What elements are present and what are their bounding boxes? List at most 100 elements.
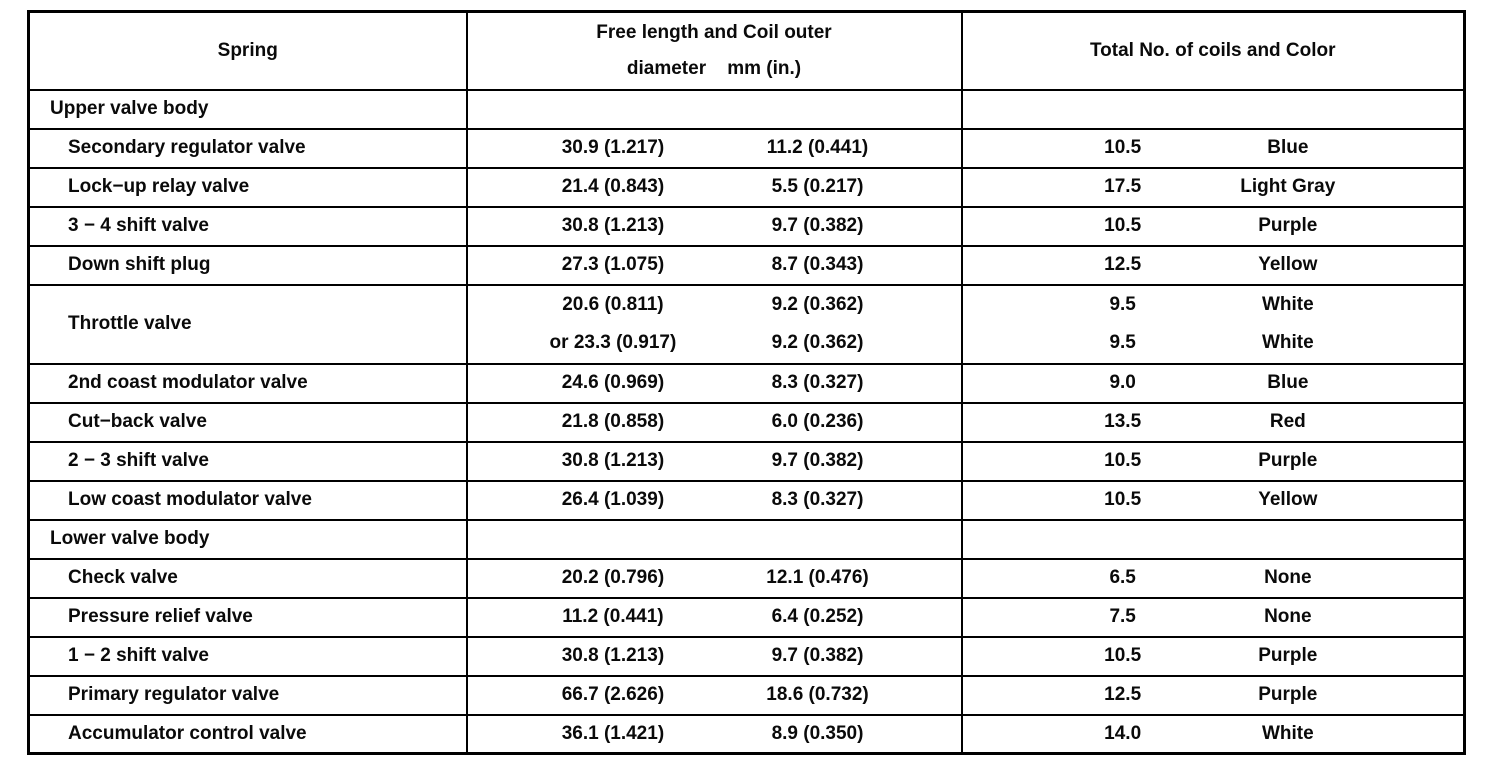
free-length-value: 24.6 (0.969) (561, 372, 665, 393)
coil-count-value: 12.5 (1104, 254, 1142, 275)
coil-color-value: None (1264, 606, 1312, 627)
coil-diameter-alt-value: 9.2 (0.362) (771, 332, 864, 354)
coil-diameter-value: 8.9 (0.350) (771, 722, 864, 744)
spring-name-cell: Cut−back valve (27, 401, 468, 443)
table-row: 2nd coast modulator valve 24.6 (0.969) 8… (27, 362, 1466, 404)
coil-color-value: Yellow (1258, 254, 1318, 275)
coils-color-cell: 10.5 Purple (960, 440, 1466, 482)
coils-color-cell: 10.5 Blue (960, 127, 1466, 169)
table-row: Down shift plug 27.3 (1.075) 8.7 (0.343)… (27, 244, 1466, 286)
coil-color-value: Blue (1267, 137, 1309, 158)
coils-color-cell: 17.5 Light Gray (960, 166, 1466, 208)
column-header-coils-color: Total No. of coils and Color (960, 10, 1466, 91)
dimensions-cell: 20.6 (0.811) 9.2 (0.362) or 23.3 (0.917)… (465, 283, 963, 365)
dimensions-cell: 26.4 (1.039) 8.3 (0.327) (465, 479, 963, 521)
free-length-value: 27.3 (1.075) (561, 254, 665, 275)
section-label: Lower valve body (27, 518, 468, 560)
spring-name-cell: Primary regulator valve (27, 674, 468, 716)
coil-diameter-value: 8.3 (0.327) (771, 372, 864, 393)
empty-cell (465, 88, 963, 130)
dimensions-cell: 30.8 (1.213) 9.7 (0.382) (465, 205, 963, 247)
free-length-value: 21.4 (0.843) (561, 176, 665, 197)
empty-cell (960, 88, 1466, 130)
coils-color-cell: 9.0 Blue (960, 362, 1466, 404)
coil-diameter-value: 12.1 (0.476) (766, 567, 869, 588)
coils-color-cell: 12.5 Purple (960, 674, 1466, 716)
coil-color-value: Light Gray (1240, 176, 1336, 197)
free-length-alt-value: or 23.3 (0.917) (549, 332, 677, 354)
table-row: 1 − 2 shift valve 30.8 (1.213) 9.7 (0.38… (27, 635, 1466, 677)
spring-name-cell: Pressure relief valve (27, 596, 468, 638)
free-length-value: 26.4 (1.039) (561, 489, 665, 510)
table-row: 3 − 4 shift valve 30.8 (1.213) 9.7 (0.38… (27, 205, 1466, 247)
spring-name-cell: Throttle valve (27, 283, 468, 365)
table-row: Pressure relief valve 11.2 (0.441) 6.4 (… (27, 596, 1466, 638)
coil-count-value: 12.5 (1104, 684, 1142, 705)
column-header-dimensions: Free length and Coil outer diameter mm (… (465, 10, 963, 91)
coil-diameter-value: 11.2 (0.441) (766, 137, 869, 158)
free-length-value: 20.6 (0.811) (562, 293, 664, 315)
coil-color-value: Purple (1258, 215, 1318, 236)
coils-color-cell: 9.5 White 9.5 White (960, 283, 1466, 365)
free-length-value: 20.2 (0.796) (561, 567, 665, 588)
dimensions-cell: 30.8 (1.213) 9.7 (0.382) (465, 440, 963, 482)
spring-name-cell: Down shift plug (27, 244, 468, 286)
table-row-throttle-valve: Throttle valve 20.6 (0.811) 9.2 (0.362) … (27, 283, 1466, 365)
table-row: Lock−up relay valve 21.4 (0.843) 5.5 (0.… (27, 166, 1466, 208)
coil-diameter-value: 9.7 (0.382) (771, 215, 864, 236)
table-row: 2 − 3 shift valve 30.8 (1.213) 9.7 (0.38… (27, 440, 1466, 482)
section-row-upper-valve-body: Upper valve body (27, 88, 1466, 130)
coils-color-cell: 6.5 None (960, 557, 1466, 599)
coil-count-value: 10.5 (1104, 137, 1142, 158)
coil-color-alt-value: White (1261, 332, 1314, 354)
dimensions-cell: 11.2 (0.441) 6.4 (0.252) (465, 596, 963, 638)
spring-name-cell: 1 − 2 shift valve (27, 635, 468, 677)
coils-color-cell: 12.5 Yellow (960, 244, 1466, 286)
spring-name-cell: Accumulator control valve (27, 713, 468, 755)
section-label: Upper valve body (27, 88, 468, 130)
coil-diameter-value: 9.7 (0.382) (771, 645, 864, 666)
dimensions-cell: 24.6 (0.969) 8.3 (0.327) (465, 362, 963, 404)
coil-diameter-value: 18.6 (0.732) (766, 684, 869, 705)
dimensions-cell: 36.1 (1.421) 8.9 (0.350) (465, 713, 963, 755)
coil-color-value: White (1261, 722, 1314, 744)
free-length-value: 11.2 (0.441) (562, 606, 664, 627)
coils-color-cell: 13.5 Red (960, 401, 1466, 443)
coil-color-value: Yellow (1258, 489, 1318, 510)
coil-count-value: 10.5 (1104, 489, 1142, 510)
spring-name-cell: 2nd coast modulator valve (27, 362, 468, 404)
header-row: Spring Free length and Coil outer diamet… (27, 10, 1466, 91)
coil-count-value: 14.0 (1104, 722, 1142, 744)
coil-count-value: 10.5 (1104, 450, 1142, 471)
coil-diameter-value: 8.3 (0.327) (771, 489, 864, 510)
dimensions-cell: 30.9 (1.217) 11.2 (0.441) (465, 127, 963, 169)
coils-color-cell: 7.5 None (960, 596, 1466, 638)
table-row: Cut−back valve 21.8 (0.858) 6.0 (0.236) … (27, 401, 1466, 443)
coils-color-cell: 14.0 White (960, 713, 1466, 755)
coils-color-cell: 10.5 Purple (960, 635, 1466, 677)
coil-diameter-value: 5.5 (0.217) (771, 176, 864, 197)
coil-count-value: 10.5 (1104, 215, 1142, 236)
coil-diameter-value: 9.7 (0.382) (771, 450, 864, 471)
coil-diameter-value: 8.7 (0.343) (771, 254, 864, 275)
dimensions-cell: 66.7 (2.626) 18.6 (0.732) (465, 674, 963, 716)
free-length-value: 66.7 (2.626) (561, 684, 665, 705)
free-length-value: 30.8 (1.213) (561, 215, 665, 236)
coil-color-value: Purple (1258, 684, 1318, 705)
spring-spec-table: Spring Free length and Coil outer diamet… (27, 10, 1466, 755)
coil-diameter-value: 6.0 (0.236) (771, 411, 864, 432)
coil-diameter-value: 9.2 (0.362) (771, 293, 864, 315)
dimensions-cell: 21.8 (0.858) 6.0 (0.236) (465, 401, 963, 443)
free-length-value: 21.8 (0.858) (561, 411, 665, 432)
coil-count-value: 6.5 (1109, 567, 1136, 588)
table-row: Secondary regulator valve 30.9 (1.217) 1… (27, 127, 1466, 169)
spring-name-cell: 2 − 3 shift valve (27, 440, 468, 482)
empty-cell (465, 518, 963, 560)
coil-count-alt-value: 9.5 (1109, 332, 1136, 354)
coil-diameter-value: 6.4 (0.252) (771, 606, 864, 627)
coils-color-cell: 10.5 Yellow (960, 479, 1466, 521)
spring-name-cell: Check valve (27, 557, 468, 599)
spring-name-cell: Low coast modulator valve (27, 479, 468, 521)
coil-color-value: Purple (1258, 645, 1318, 666)
table-row: Primary regulator valve 66.7 (2.626) 18.… (27, 674, 1466, 716)
